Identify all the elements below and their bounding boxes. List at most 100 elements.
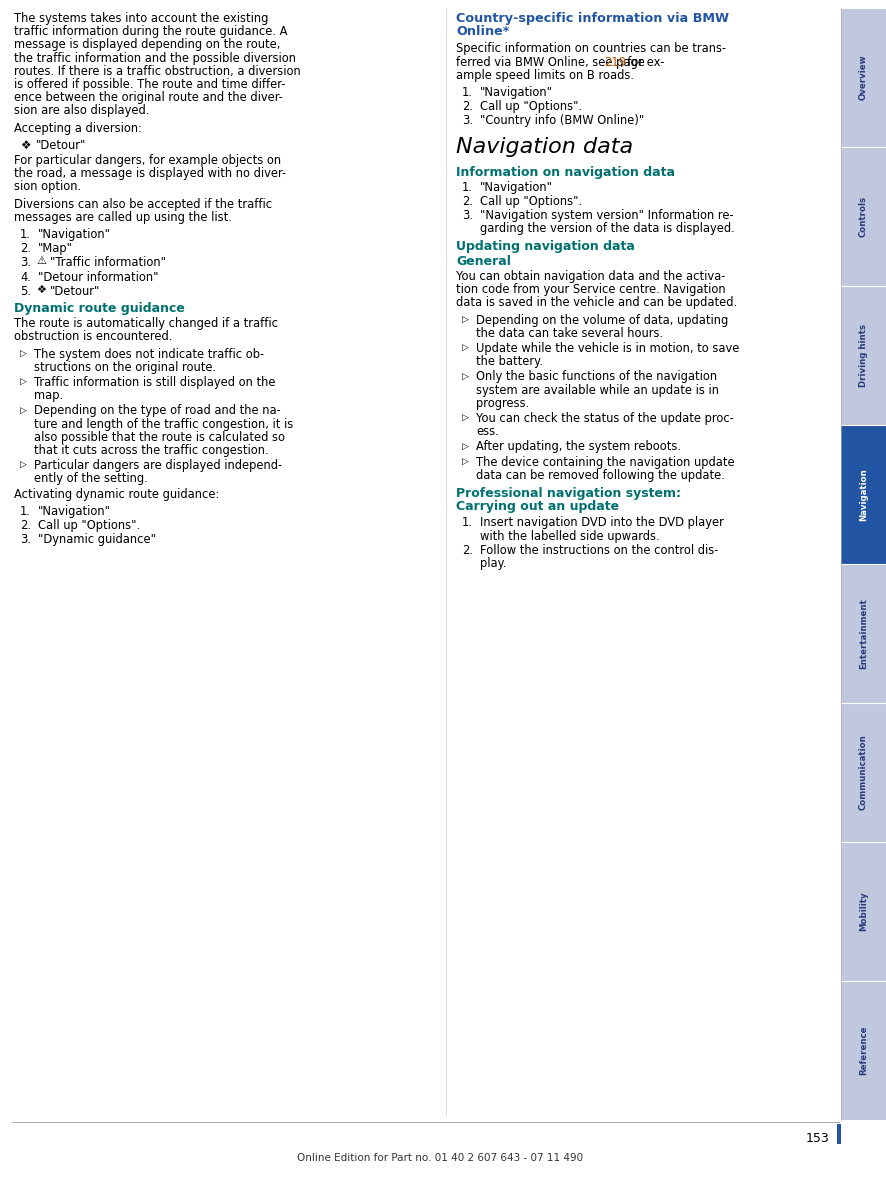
Text: Navigation data: Navigation data	[456, 137, 633, 157]
Text: Accepting a diversion:: Accepting a diversion:	[14, 121, 142, 134]
Text: Only the basic functions of the navigation: Only the basic functions of the navigati…	[476, 370, 717, 383]
Text: ▷: ▷	[20, 377, 27, 386]
Text: ▷: ▷	[462, 343, 469, 353]
Text: the data can take several hours.: the data can take several hours.	[476, 327, 663, 340]
Text: The systems takes into account the existing: The systems takes into account the exist…	[14, 12, 268, 25]
Text: 153: 153	[805, 1132, 829, 1145]
Text: "Detour": "Detour"	[50, 285, 100, 298]
Text: ❖: ❖	[36, 285, 46, 295]
Text: 5.: 5.	[20, 285, 31, 298]
Text: 1.: 1.	[20, 505, 31, 518]
Text: "Navigation": "Navigation"	[38, 505, 111, 518]
Text: "Navigation": "Navigation"	[480, 180, 553, 193]
Text: ture and length of the traffic congestion, it is: ture and length of the traffic congestio…	[34, 417, 293, 430]
Text: 1.: 1.	[462, 86, 473, 99]
Text: "Map": "Map"	[38, 242, 73, 255]
Text: Update while the vehicle is in motion, to save: Update while the vehicle is in motion, t…	[476, 342, 740, 355]
Text: ▷: ▷	[20, 406, 27, 414]
Text: Carrying out an update: Carrying out an update	[456, 500, 619, 513]
Text: Online Edition for Part no. 01 40 2 607 643 - 07 11 490: Online Edition for Part no. 01 40 2 607 …	[297, 1153, 583, 1162]
Text: ample speed limits on B roads.: ample speed limits on B roads.	[456, 68, 634, 81]
Bar	[841, 147, 886, 286]
Text: data can be removed following the update.: data can be removed following the update…	[476, 469, 725, 482]
Text: with the labelled side upwards.: with the labelled side upwards.	[480, 529, 659, 542]
Text: Call up "Options".: Call up "Options".	[480, 100, 582, 113]
Text: Professional navigation system:: Professional navigation system:	[456, 487, 681, 500]
Text: "Navigation system version" Information re-: "Navigation system version" Information …	[480, 209, 734, 222]
Text: The device containing the navigation update: The device containing the navigation upd…	[476, 455, 734, 468]
Text: 3.: 3.	[462, 209, 473, 222]
Text: ▷: ▷	[462, 413, 469, 422]
Text: Depending on the volume of data, updating: Depending on the volume of data, updatin…	[476, 314, 728, 327]
Text: ess.: ess.	[476, 426, 499, 439]
Text: Information on navigation data: Information on navigation data	[456, 165, 675, 178]
Bar	[841, 424, 886, 564]
Text: ❖: ❖	[20, 139, 30, 152]
Text: For particular dangers, for example objects on: For particular dangers, for example obje…	[14, 154, 281, 167]
Text: Overview: Overview	[859, 54, 868, 100]
Text: Controls: Controls	[859, 196, 868, 237]
Text: 2.: 2.	[20, 242, 31, 255]
Text: obstruction is encountered.: obstruction is encountered.	[14, 330, 173, 343]
Text: garding the version of the data is displayed.: garding the version of the data is displ…	[480, 223, 734, 236]
Text: ▷: ▷	[462, 456, 469, 466]
Text: Updating navigation data: Updating navigation data	[456, 239, 635, 252]
Bar	[841, 981, 886, 1120]
Text: You can obtain navigation data and the activa-: You can obtain navigation data and the a…	[456, 270, 726, 283]
Text: Entertainment: Entertainment	[859, 598, 868, 668]
Text: Specific information on countries can be trans-: Specific information on countries can be…	[456, 42, 727, 55]
Text: sion option.: sion option.	[14, 180, 82, 193]
Text: Depending on the type of road and the na-: Depending on the type of road and the na…	[34, 404, 281, 417]
Text: ▷: ▷	[462, 315, 469, 323]
Bar	[841, 286, 886, 424]
Text: 1.: 1.	[20, 228, 31, 241]
Text: data is saved in the vehicle and can be updated.: data is saved in the vehicle and can be …	[456, 296, 737, 309]
Text: 3.: 3.	[20, 533, 31, 546]
Text: ently of the setting.: ently of the setting.	[34, 473, 148, 486]
Text: "Detour": "Detour"	[36, 139, 86, 152]
Text: structions on the original route.: structions on the original route.	[34, 361, 216, 374]
Text: 2.: 2.	[462, 100, 473, 113]
Text: 1.: 1.	[462, 516, 473, 529]
Text: Reference: Reference	[859, 1026, 868, 1075]
Text: 2.: 2.	[462, 544, 473, 556]
Text: system are available while an update is in: system are available while an update is …	[476, 383, 719, 396]
Text: map.: map.	[34, 389, 63, 402]
Bar	[837, 1124, 841, 1144]
Text: 2.: 2.	[462, 195, 473, 208]
Text: that it cuts across the traffic congestion.: that it cuts across the traffic congesti…	[34, 444, 268, 457]
Text: Traffic information is still displayed on the: Traffic information is still displayed o…	[34, 376, 276, 389]
Text: ferred via BMW Online, see page: ferred via BMW Online, see page	[456, 55, 649, 68]
Text: Insert navigation DVD into the DVD player: Insert navigation DVD into the DVD playe…	[480, 516, 724, 529]
Text: "Detour information": "Detour information"	[38, 271, 159, 284]
Text: Call up "Options".: Call up "Options".	[480, 195, 582, 208]
Text: The route is automatically changed if a traffic: The route is automatically changed if a …	[14, 317, 278, 330]
Text: Country-specific information via BMW: Country-specific information via BMW	[456, 12, 729, 25]
Text: , for ex-: , for ex-	[620, 55, 664, 68]
Text: play.: play.	[480, 556, 507, 569]
Text: "Traffic information": "Traffic information"	[50, 256, 166, 269]
Text: You can check the status of the update proc-: You can check the status of the update p…	[476, 411, 734, 424]
Text: Navigation: Navigation	[859, 468, 868, 521]
Text: Activating dynamic route guidance:: Activating dynamic route guidance:	[14, 488, 220, 501]
Text: Communication: Communication	[859, 735, 868, 810]
Text: After updating, the system reboots.: After updating, the system reboots.	[476, 441, 681, 454]
Text: traffic information during the route guidance. A: traffic information during the route gui…	[14, 25, 287, 38]
Text: The system does not indicate traffic ob-: The system does not indicate traffic ob-	[34, 348, 264, 361]
Text: ence between the original route and the diver-: ence between the original route and the …	[14, 91, 283, 104]
Bar	[841, 842, 886, 981]
Text: ▷: ▷	[20, 349, 27, 357]
Text: message is displayed depending on the route,: message is displayed depending on the ro…	[14, 39, 280, 52]
Text: the traffic information and the possible diversion: the traffic information and the possible…	[14, 52, 296, 65]
Text: Online*: Online*	[456, 25, 509, 38]
Bar	[841, 8, 886, 147]
Text: ▷: ▷	[462, 371, 469, 381]
Text: the battery.: the battery.	[476, 355, 543, 368]
Text: routes. If there is a traffic obstruction, a diversion: routes. If there is a traffic obstructio…	[14, 65, 300, 78]
Text: the road, a message is displayed with no diver-: the road, a message is displayed with no…	[14, 167, 286, 180]
Text: 3.: 3.	[20, 256, 31, 269]
Text: "Navigation": "Navigation"	[38, 228, 111, 241]
Text: Call up "Options".: Call up "Options".	[38, 519, 140, 532]
Text: Follow the instructions on the control dis-: Follow the instructions on the control d…	[480, 544, 719, 556]
Text: "Dynamic guidance": "Dynamic guidance"	[38, 533, 156, 546]
